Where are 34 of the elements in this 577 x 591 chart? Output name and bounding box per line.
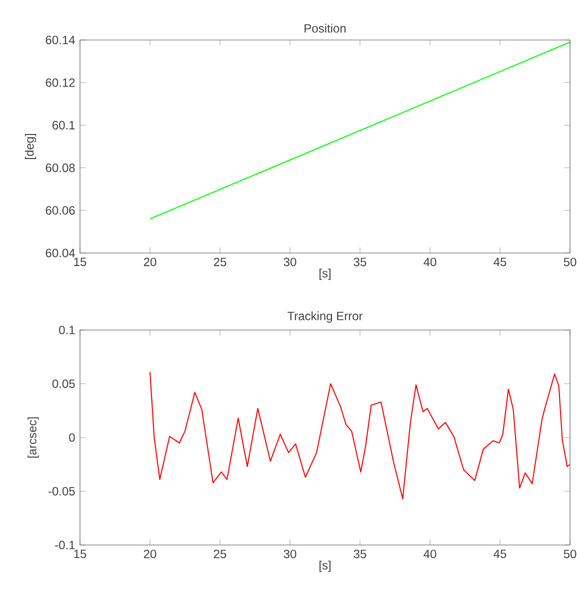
y-tick-label: 60.04 [46, 248, 75, 258]
x-tick-label: 30 [284, 258, 296, 266]
y-tick-label: 60.14 [46, 36, 75, 44]
x-axis-title: [s] [320, 560, 330, 572]
x-tick-label: 15 [74, 258, 86, 266]
x-tick-label: 15 [74, 550, 86, 558]
x-tick-label: 40 [424, 258, 436, 266]
x-tick-label: 35 [354, 258, 366, 266]
x-tick-label: 35 [354, 550, 366, 558]
y-tick-label: -0.1 [55, 540, 75, 550]
y-tick-label: -0.05 [48, 486, 75, 496]
chart-title: Tracking Error [287, 311, 363, 323]
x-tick-label: 20 [144, 258, 156, 266]
x-tick-label: 30 [284, 550, 296, 558]
y-axis-title: [deg] [24, 134, 36, 159]
y-tick-label: 60.08 [46, 164, 75, 172]
x-tick-label: 45 [494, 258, 506, 266]
chart-title: Position [304, 24, 346, 33]
y-tick-label: 60.1 [52, 120, 75, 130]
line-series [149, 371, 570, 500]
y-tick-label: 0.1 [59, 326, 75, 334]
x-tick-label: 20 [144, 550, 156, 558]
y-tick-label: 0.05 [52, 379, 75, 388]
x-tick-label: 50 [564, 258, 576, 266]
y-axis-title: [arcsec] [28, 417, 39, 458]
y-tick-label: 60.06 [46, 206, 75, 215]
x-tick-label: 45 [494, 550, 506, 558]
x-axis-title: [s] [320, 268, 330, 280]
x-tick-label: 25 [214, 258, 226, 266]
y-tick-label: 60.12 [46, 78, 75, 87]
x-tick-label: 50 [564, 550, 576, 558]
y-tick-label: 0 [69, 433, 75, 442]
x-tick-label: 40 [424, 550, 436, 558]
x-tick-label: 25 [214, 550, 226, 558]
